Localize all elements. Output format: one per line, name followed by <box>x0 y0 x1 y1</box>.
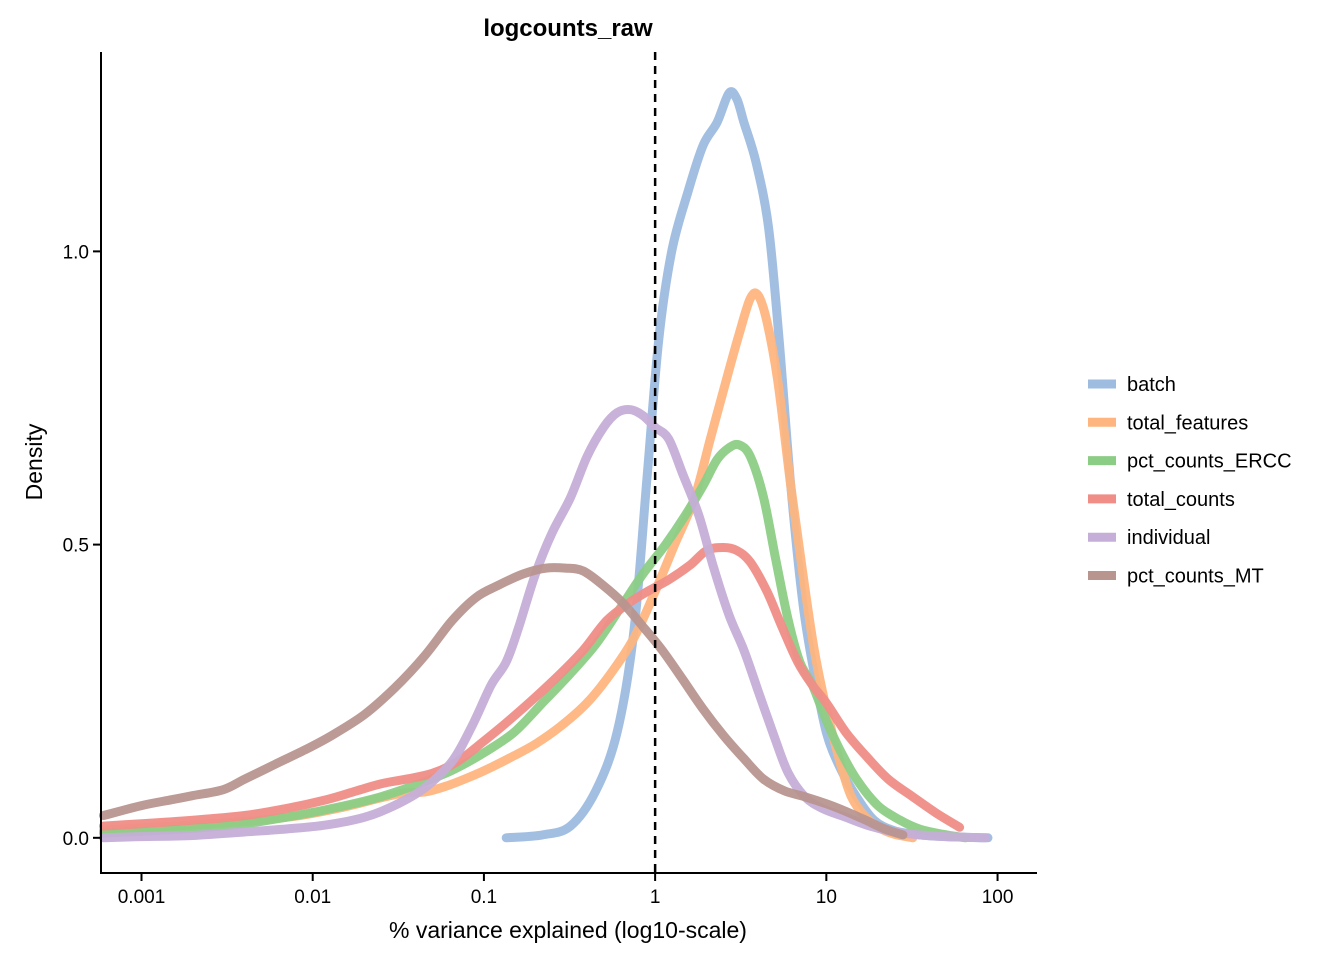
legend-label: total_features <box>1127 412 1248 434</box>
y-tick-label: 1.0 <box>63 242 89 263</box>
x-tick-label: 1 <box>650 887 661 908</box>
legend-label: batch <box>1127 374 1176 396</box>
x-axis-title: % variance explained (log10-scale) <box>389 917 747 943</box>
x-tick-label: 0.1 <box>471 887 497 908</box>
legend-label: pct_counts_MT <box>1127 566 1264 588</box>
legend-label: total_counts <box>1127 489 1235 511</box>
y-tick-label: 0.0 <box>63 829 89 850</box>
x-tick-label: 10 <box>816 887 837 908</box>
x-axis-ticks: 0.001 0.01 0.1 1 10 100 <box>118 873 1014 908</box>
x-tick-label: 0.01 <box>294 887 331 908</box>
series-line-total-features <box>99 288 918 843</box>
legend-label: pct_counts_ERCC <box>1127 451 1292 473</box>
legend-label: individual <box>1127 527 1210 549</box>
series-layer <box>99 87 993 843</box>
x-tick-label: 100 <box>982 887 1014 908</box>
series-line-pct-counts-ERCC <box>99 439 970 843</box>
series-line-batch <box>501 87 993 843</box>
y-tick-label: 0.5 <box>63 536 89 557</box>
legend: batch total_features pct_counts_ERCC total_… <box>1088 374 1292 588</box>
series-line-total-counts <box>99 543 965 832</box>
chart-title: logcounts_raw <box>483 15 653 42</box>
x-tick-label: 0.001 <box>118 887 166 908</box>
y-axis-title: Density <box>21 423 47 500</box>
series-line-pct-counts-MT <box>99 563 908 840</box>
y-axis-ticks: 0.0 0.5 1.0 <box>63 242 101 850</box>
